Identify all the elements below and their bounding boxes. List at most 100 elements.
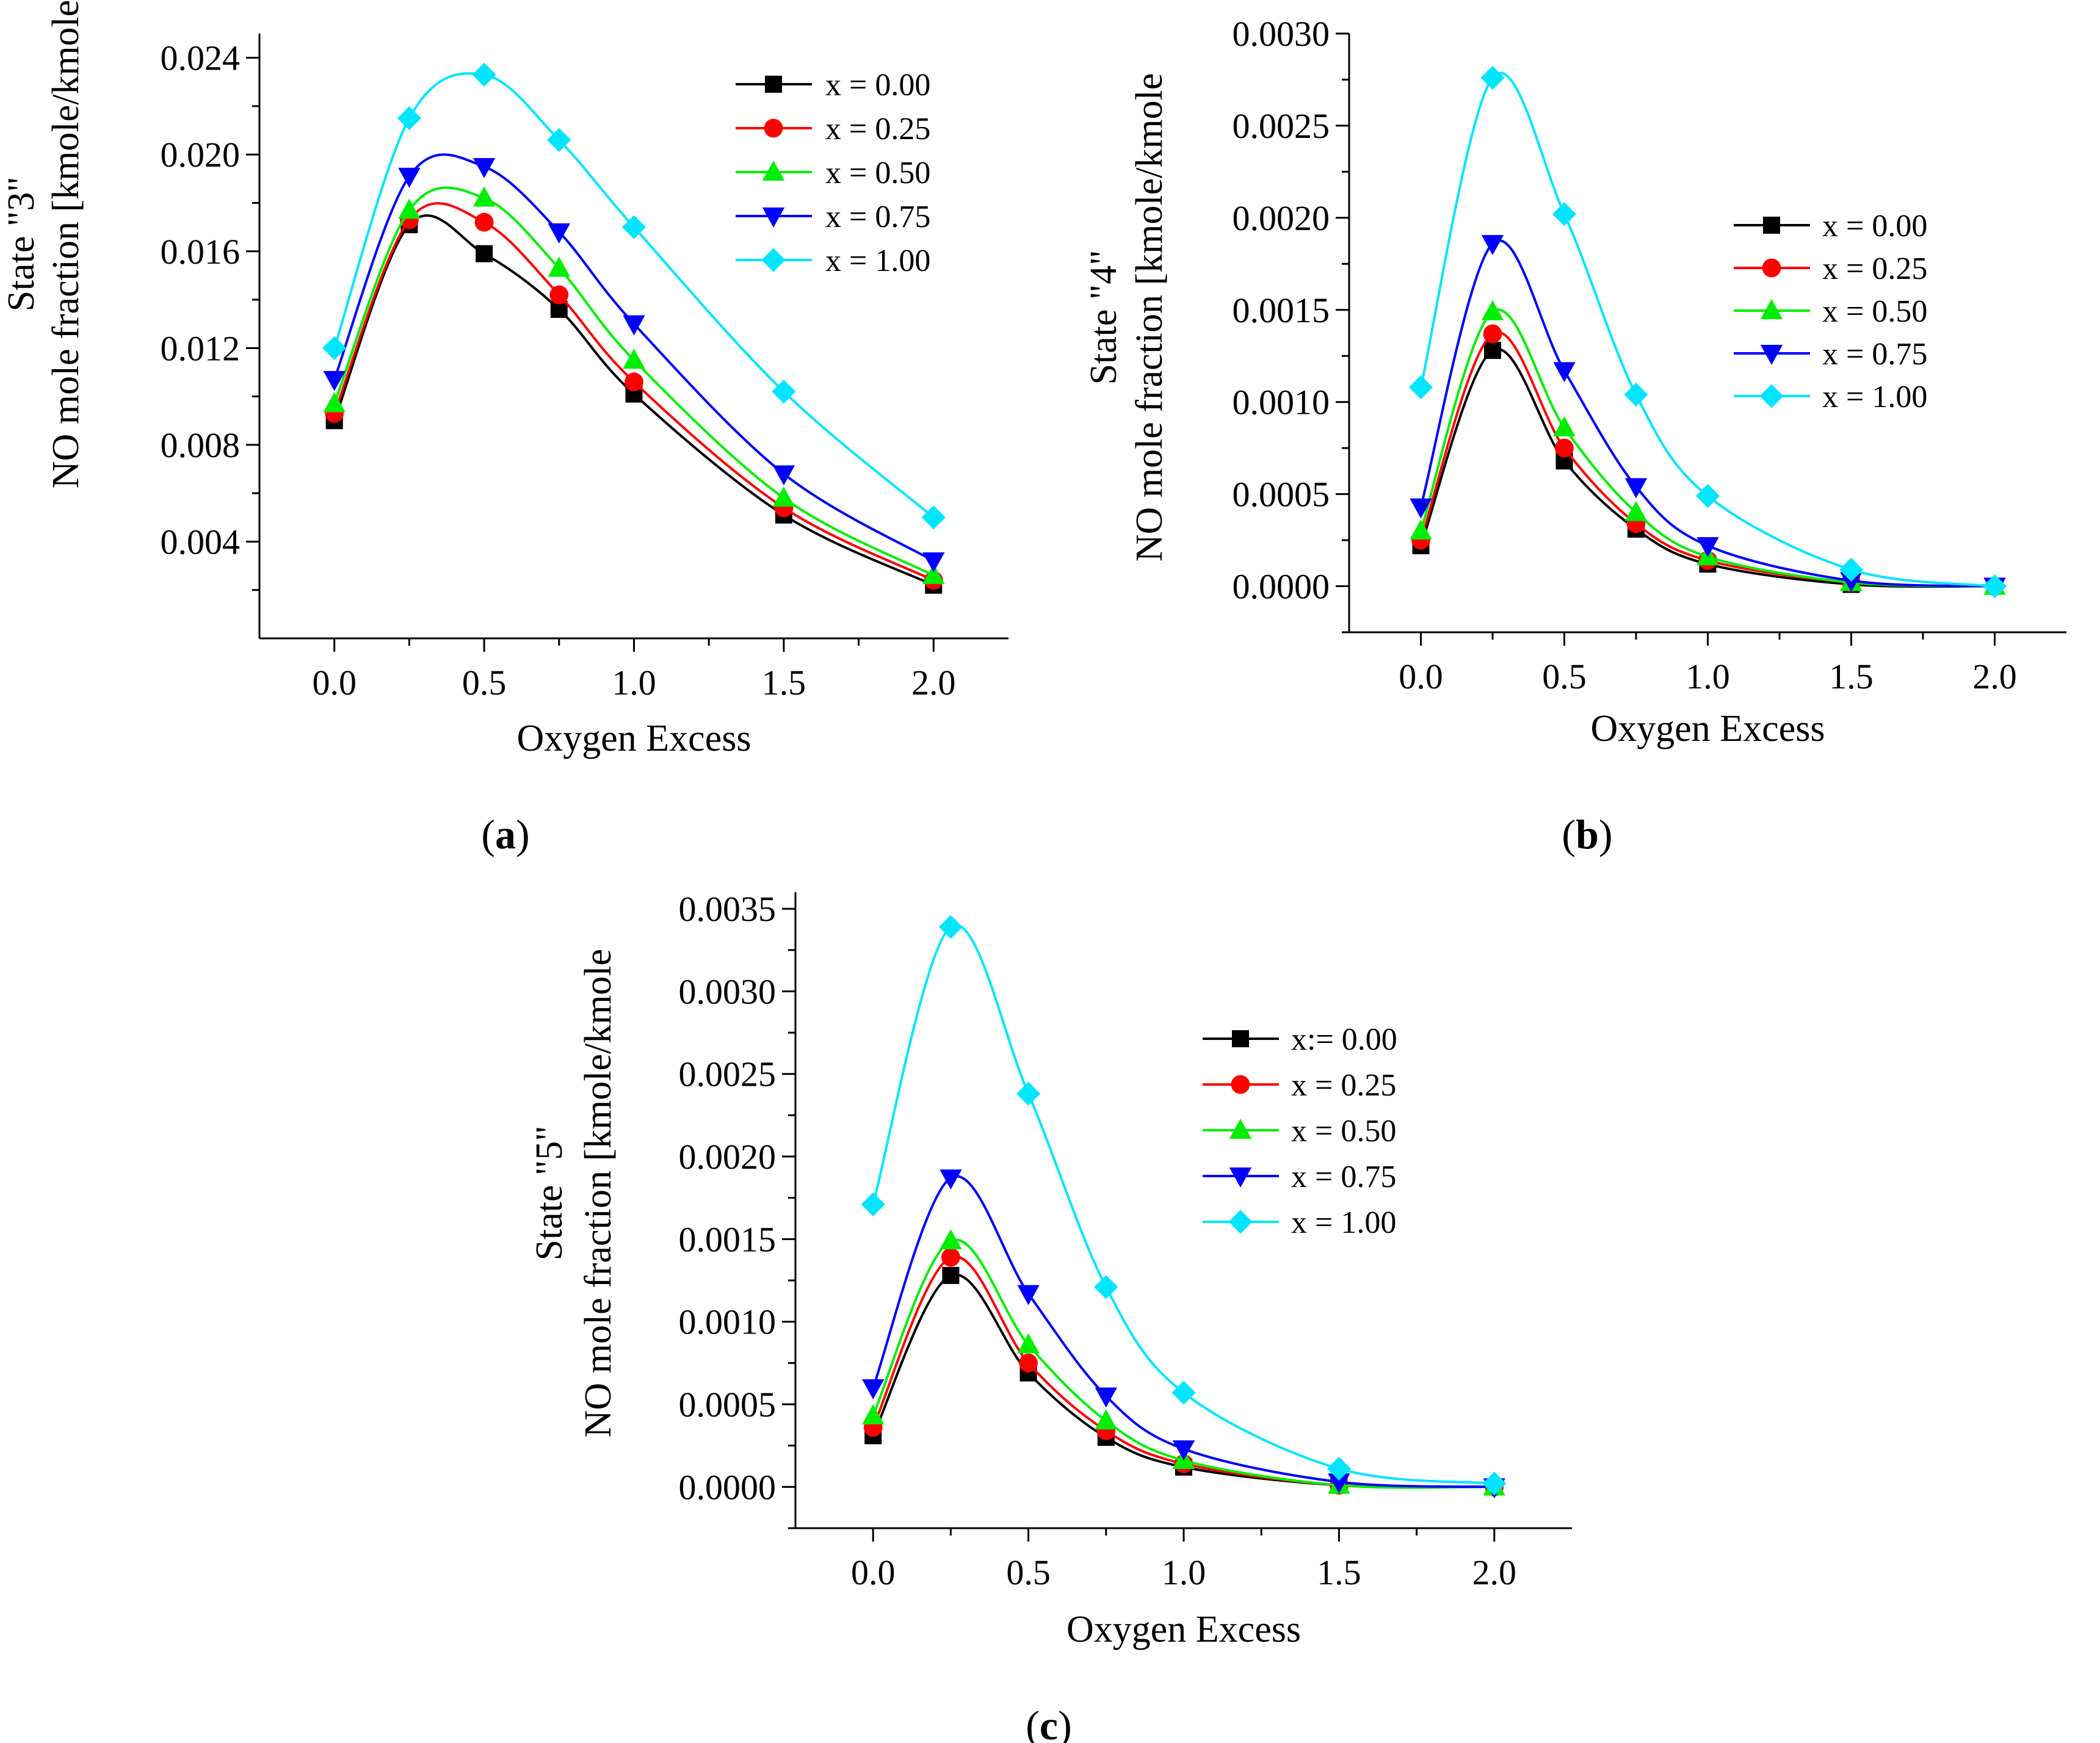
legend-label: x = 0.50 bbox=[1822, 294, 1927, 329]
y-axis-label: NO mole fraction [kmole/kmole bbox=[578, 949, 619, 1438]
y-axis-label-state: State "3" bbox=[1, 176, 42, 311]
series-x100 bbox=[1408, 65, 2007, 599]
legend-label: x = 1.00 bbox=[825, 244, 930, 278]
series-line bbox=[872, 1175, 1494, 1489]
data-point bbox=[1327, 1456, 1351, 1481]
panel-letter: a bbox=[495, 811, 516, 857]
data-point bbox=[940, 1229, 962, 1250]
data-point bbox=[1553, 416, 1576, 436]
data-point bbox=[623, 315, 645, 336]
legend-label: x = 0.25 bbox=[825, 112, 930, 146]
x-tick-label: 0.5 bbox=[1006, 1553, 1051, 1592]
y-axis-label: NO mole fraction [kmole/kmole bbox=[45, 0, 87, 488]
legend-label: x = 0.50 bbox=[825, 156, 930, 190]
legend-label: x = 0.25 bbox=[1822, 251, 1927, 286]
x-tick-label: 1.5 bbox=[1829, 657, 1874, 696]
data-point bbox=[1328, 1473, 1350, 1494]
data-point bbox=[397, 106, 421, 131]
data-point bbox=[1016, 1081, 1041, 1106]
data-point bbox=[1484, 342, 1501, 359]
legend: x = 0.00 x = 0.25 x = 0.50 x = 0.75 x = 1.00 bbox=[736, 68, 930, 278]
y-axis-label-state: State "4" bbox=[1083, 250, 1124, 384]
x-tick-label: 2.0 bbox=[1472, 1553, 1517, 1592]
legend: x = 0.00 x = 0.25 x = 0.50 x = 0.75 x = 1.00 bbox=[1734, 209, 1927, 414]
chart-a: 0.0 0.5 1.0 1.5 2.0 0.004 0.008 0.012 0.016 0.020… bbox=[1, 0, 1008, 857]
data-point bbox=[1094, 1275, 1118, 1299]
chart-c: 0.0 0.5 1.0 1.5 2.0 0.0000 0.0005 0.0010 0.0015 0… bbox=[529, 889, 1572, 1743]
data-point bbox=[323, 392, 346, 413]
y-tick-label: 0.020 bbox=[161, 135, 241, 175]
data-point bbox=[472, 158, 496, 178]
data-point bbox=[472, 62, 496, 87]
x-tick-label: 1.0 bbox=[1162, 1553, 1206, 1592]
legend-marker bbox=[1762, 258, 1781, 278]
legend-marker bbox=[762, 161, 785, 181]
chart-b: 0.0 0.5 1.0 1.5 2.0 0.0000 0.0005 0.0010 0.0015 0… bbox=[1083, 14, 2066, 857]
data-point bbox=[1408, 375, 1433, 400]
data-point bbox=[1019, 1353, 1038, 1373]
legend-marker bbox=[765, 76, 782, 93]
data-point bbox=[322, 336, 347, 360]
series-x075 bbox=[1410, 235, 2006, 598]
legend-marker bbox=[764, 118, 783, 138]
data-point bbox=[1982, 574, 2007, 599]
y-tick-label: 0.0010 bbox=[1233, 383, 1330, 422]
data-point bbox=[1410, 498, 1432, 519]
data-point bbox=[1481, 300, 1504, 320]
legend-label: x = 0.00 bbox=[825, 68, 930, 103]
x-tick-label: 1.5 bbox=[762, 663, 806, 702]
data-point bbox=[772, 380, 796, 404]
y-tick-label: 0.0025 bbox=[1233, 106, 1330, 146]
data-point bbox=[862, 1379, 885, 1399]
panel-letter: b bbox=[1576, 811, 1599, 857]
legend-label: x:= 0.00 bbox=[1291, 1022, 1397, 1057]
data-point bbox=[1017, 1333, 1040, 1354]
data-point bbox=[942, 1266, 960, 1284]
y-tick-label: 0.024 bbox=[161, 38, 241, 78]
y-tick-label: 0.0025 bbox=[679, 1055, 777, 1094]
y-tick-label: 0.0020 bbox=[679, 1137, 777, 1177]
data-point bbox=[548, 256, 570, 277]
y-tick-label: 0.0005 bbox=[1233, 475, 1330, 514]
legend-label: x = 1.00 bbox=[1822, 380, 1927, 414]
legend-marker bbox=[1229, 1119, 1252, 1139]
series-x075 bbox=[323, 153, 945, 573]
x-tick-label: 1.5 bbox=[1317, 1553, 1361, 1592]
data-point bbox=[772, 486, 795, 507]
data-point bbox=[472, 186, 496, 207]
x-tick-label: 2.0 bbox=[911, 663, 956, 702]
data-point bbox=[621, 215, 646, 239]
x-axis-label: Oxygen Excess bbox=[517, 718, 751, 759]
legend-label: x = 0.75 bbox=[825, 200, 930, 234]
legend: x:= 0.00 x = 0.25 x = 0.50 x = 0.75 x = 1.00 bbox=[1203, 1022, 1397, 1240]
data-point bbox=[772, 465, 795, 486]
series-x100 bbox=[322, 62, 946, 530]
data-point bbox=[1171, 1380, 1196, 1405]
x-tick-label: 0.0 bbox=[851, 1553, 896, 1592]
data-point bbox=[1840, 572, 1863, 593]
data-point bbox=[941, 1247, 960, 1267]
data-point bbox=[1555, 438, 1574, 458]
data-point bbox=[398, 198, 421, 219]
data-point bbox=[1483, 324, 1502, 344]
y-tick-label: 0.0030 bbox=[1233, 14, 1330, 54]
x-tick-label: 0.5 bbox=[462, 663, 507, 702]
data-point bbox=[1172, 1440, 1195, 1460]
data-point bbox=[921, 505, 946, 530]
legend-label: x = 1.00 bbox=[1291, 1205, 1396, 1240]
y-axis-label: NO mole fraction [kmole/kmole bbox=[1129, 73, 1170, 562]
y-axis-label-state: State "5" bbox=[529, 1125, 570, 1260]
y-tick-label: 0.0035 bbox=[679, 889, 777, 929]
legend-marker bbox=[1231, 1075, 1250, 1094]
legend-marker bbox=[1763, 217, 1780, 234]
data-point bbox=[549, 285, 569, 305]
x-tick-label: 0.0 bbox=[312, 663, 357, 702]
legend-label: x = 0.50 bbox=[1291, 1114, 1396, 1149]
y-tick-label: 0.0015 bbox=[1233, 290, 1330, 330]
y-tick-label: 0.012 bbox=[161, 328, 241, 368]
data-point bbox=[1095, 1387, 1117, 1408]
legend-label: x = 0.75 bbox=[1822, 337, 1927, 372]
y-tick-label: 0.0020 bbox=[1233, 198, 1330, 238]
x-axis-label: Oxygen Excess bbox=[1591, 708, 1825, 749]
data-point bbox=[938, 915, 963, 939]
